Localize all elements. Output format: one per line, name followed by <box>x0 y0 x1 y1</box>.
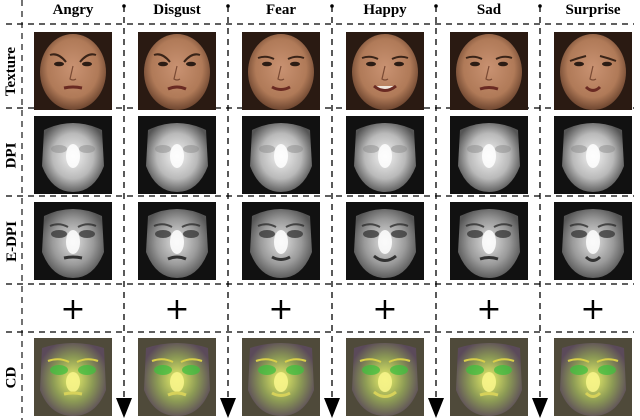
column-header-sad: Sad <box>476 2 502 18</box>
arrow-down-icon <box>428 398 444 418</box>
texture-image-happy <box>346 32 424 110</box>
plus-icon: + <box>164 292 190 327</box>
row-label-e-dpi: E-DPI <box>2 202 22 280</box>
column-divider-dot <box>434 4 438 8</box>
texture-image-surprise <box>554 32 632 110</box>
arrow-down-icon <box>324 398 340 418</box>
cd-image-happy <box>346 338 424 416</box>
cd-image-angry <box>34 338 112 416</box>
cd-image-surprise <box>554 338 632 416</box>
cd-image-sad <box>450 338 528 416</box>
arrow-down-icon <box>532 398 548 418</box>
texture-image-angry <box>34 32 112 110</box>
e-dpi-image-happy <box>346 202 424 280</box>
row-label-text: E-DPI <box>3 220 20 262</box>
dpi-image-disgust <box>138 116 216 194</box>
dpi-image-angry <box>34 116 112 194</box>
row-label-cd: CD <box>2 338 22 416</box>
column-divider-dot <box>226 4 230 8</box>
row-label-text: CD <box>3 366 20 388</box>
arrow-down-icon <box>116 398 132 418</box>
row-label-texture: Texture <box>2 32 22 110</box>
texture-image-fear <box>242 32 320 110</box>
e-dpi-image-angry <box>34 202 112 280</box>
plus-icon: + <box>476 292 502 327</box>
e-dpi-image-sad <box>450 202 528 280</box>
texture-image-sad <box>450 32 528 110</box>
plus-icon: + <box>580 292 606 327</box>
column-divider-dot <box>330 4 334 8</box>
plus-icon: + <box>268 292 294 327</box>
dpi-image-sad <box>450 116 528 194</box>
dpi-image-surprise <box>554 116 632 194</box>
e-dpi-image-fear <box>242 202 320 280</box>
texture-image-disgust <box>138 32 216 110</box>
e-dpi-image-surprise <box>554 202 632 280</box>
dpi-image-fear <box>242 116 320 194</box>
cd-image-disgust <box>138 338 216 416</box>
column-header-surprise: Surprise <box>565 2 621 18</box>
column-divider-dot <box>538 4 542 8</box>
row-label-dpi: DPI <box>2 116 22 194</box>
plus-icon: + <box>372 292 398 327</box>
cd-image-fear <box>242 338 320 416</box>
e-dpi-image-disgust <box>138 202 216 280</box>
column-header-fear: Fear <box>266 2 296 18</box>
column-header-disgust: Disgust <box>153 2 201 18</box>
column-header-happy: Happy <box>363 2 407 18</box>
arrow-down-icon <box>220 398 236 418</box>
dpi-image-happy <box>346 116 424 194</box>
column-divider-dot <box>122 4 126 8</box>
column-header-angry: Angry <box>52 2 94 18</box>
row-label-text: DPI <box>3 142 20 168</box>
plus-icon: + <box>60 292 86 327</box>
row-label-text: Texture <box>3 46 20 96</box>
